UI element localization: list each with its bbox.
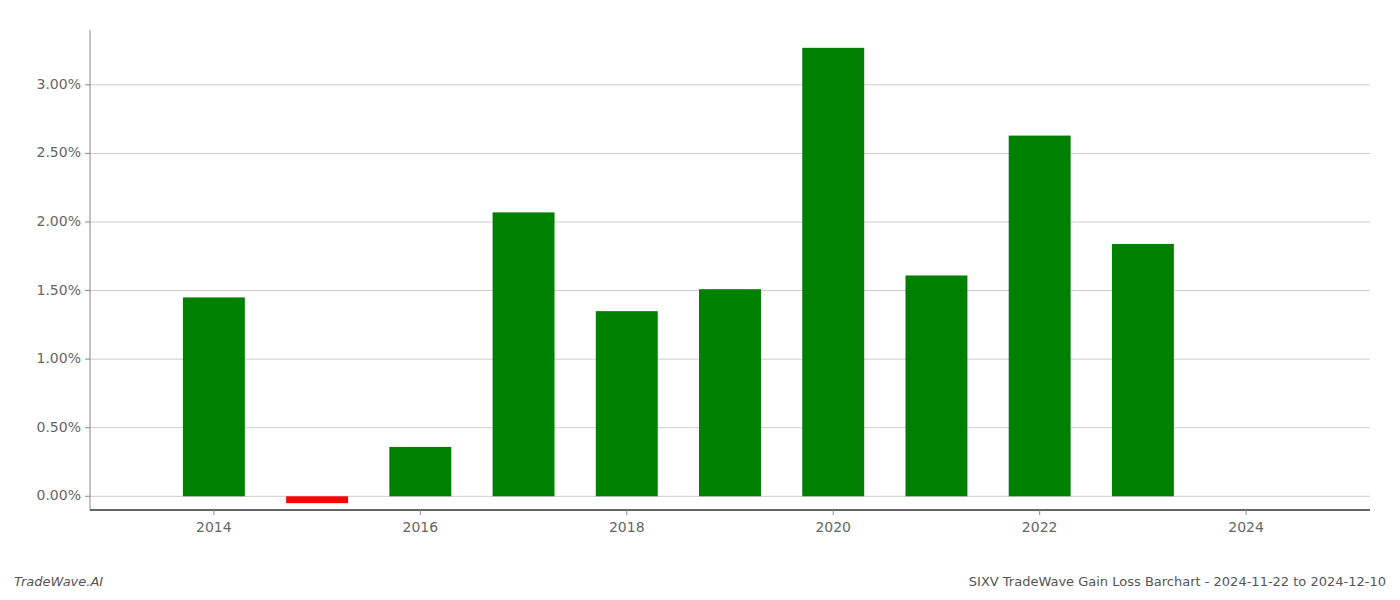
- y-tick-label: 2.00%: [37, 213, 81, 229]
- x-tick-label: 2016: [403, 519, 439, 535]
- y-tick-label: 1.50%: [37, 282, 81, 298]
- x-tick-label: 2014: [196, 519, 232, 535]
- x-tick: [833, 510, 834, 515]
- bar: [286, 496, 348, 503]
- y-tick: [85, 496, 90, 497]
- grid-line: [90, 84, 1370, 85]
- y-tick: [85, 359, 90, 360]
- y-grid: [90, 85, 1370, 496]
- bar: [1009, 136, 1071, 497]
- x-tick-label: 2022: [1022, 519, 1058, 535]
- y-tick: [85, 290, 90, 291]
- bar: [389, 447, 451, 496]
- x-tick-label: 2020: [815, 519, 851, 535]
- x-tick: [1039, 510, 1040, 515]
- bar: [183, 297, 245, 496]
- y-tick: [85, 153, 90, 154]
- x-axis: 2014 2016 2018 2020 2022 2024: [90, 510, 1370, 535]
- bars: [183, 48, 1174, 503]
- x-axis-line: [90, 509, 1370, 511]
- y-tick: [85, 84, 90, 85]
- y-tick: [85, 427, 90, 428]
- x-tick: [213, 510, 214, 515]
- bar: [493, 212, 555, 496]
- bar: [802, 48, 864, 496]
- x-tick: [1246, 510, 1247, 515]
- y-axis: 0.00% 0.50% 1.00% 1.50% 2.00% 2.50% 3.00%: [37, 30, 90, 510]
- y-tick-label: 0.50%: [37, 419, 81, 435]
- x-tick: [420, 510, 421, 515]
- bar: [699, 289, 761, 496]
- chart: 0.00%0.50%1.00%1.50%2.00%2.50%3.00%20142…: [0, 0, 1400, 600]
- footer-left: TradeWave.AI: [14, 574, 103, 589]
- y-axis-line: [90, 30, 91, 510]
- y-tick-label: 1.00%: [37, 350, 81, 366]
- y-tick-label: 3.00%: [37, 76, 81, 92]
- bar: [905, 275, 967, 496]
- y-tick-label: 2.50%: [37, 144, 81, 160]
- grid-line: [90, 222, 1370, 223]
- x-tick: [626, 510, 627, 515]
- x-tick-label: 2018: [609, 519, 645, 535]
- title: SIXV TradeWave Gain Loss Barchart - 2024…: [969, 574, 1386, 589]
- grid-line: [90, 153, 1370, 154]
- bar: [1112, 244, 1174, 496]
- bar: [596, 311, 658, 496]
- y-tick-label: 0.00%: [37, 487, 81, 503]
- y-tick: [85, 222, 90, 223]
- x-tick-label: 2024: [1228, 519, 1264, 535]
